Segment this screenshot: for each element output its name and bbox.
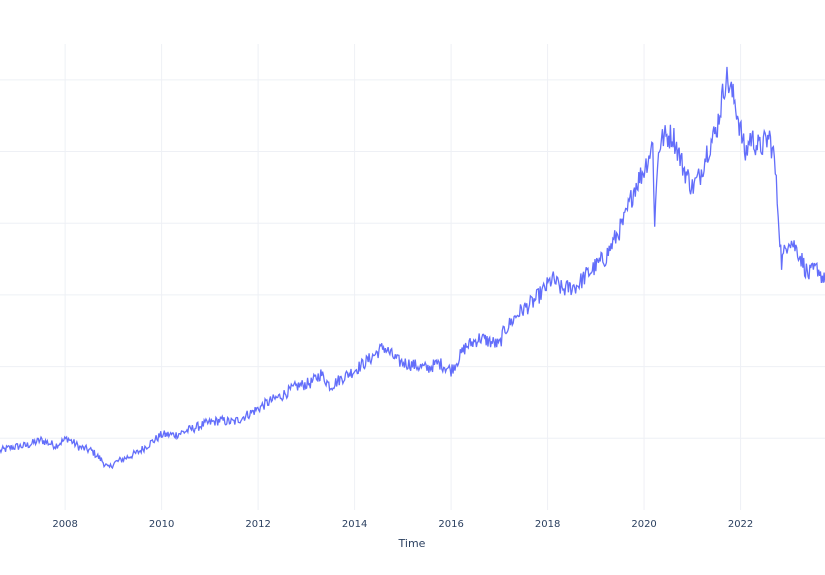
price-series-line	[0, 67, 825, 468]
x-tick-label: 2020	[631, 519, 656, 530]
x-tick-labels: 2008 2010 2012 2014 2016 2018 2020 2022	[52, 519, 753, 530]
x-tick-label: 2008	[52, 519, 77, 530]
x-gridlines	[65, 44, 740, 510]
x-tick-label: 2022	[728, 519, 753, 530]
x-tick-label: 2012	[245, 519, 270, 530]
y-gridlines	[0, 80, 825, 438]
x-tick-label: 2010	[149, 519, 174, 530]
x-tick-label: 2016	[438, 519, 463, 530]
x-axis-title: Time	[398, 537, 426, 550]
x-tick-label: 2018	[535, 519, 560, 530]
x-tick-label: 2014	[342, 519, 367, 530]
